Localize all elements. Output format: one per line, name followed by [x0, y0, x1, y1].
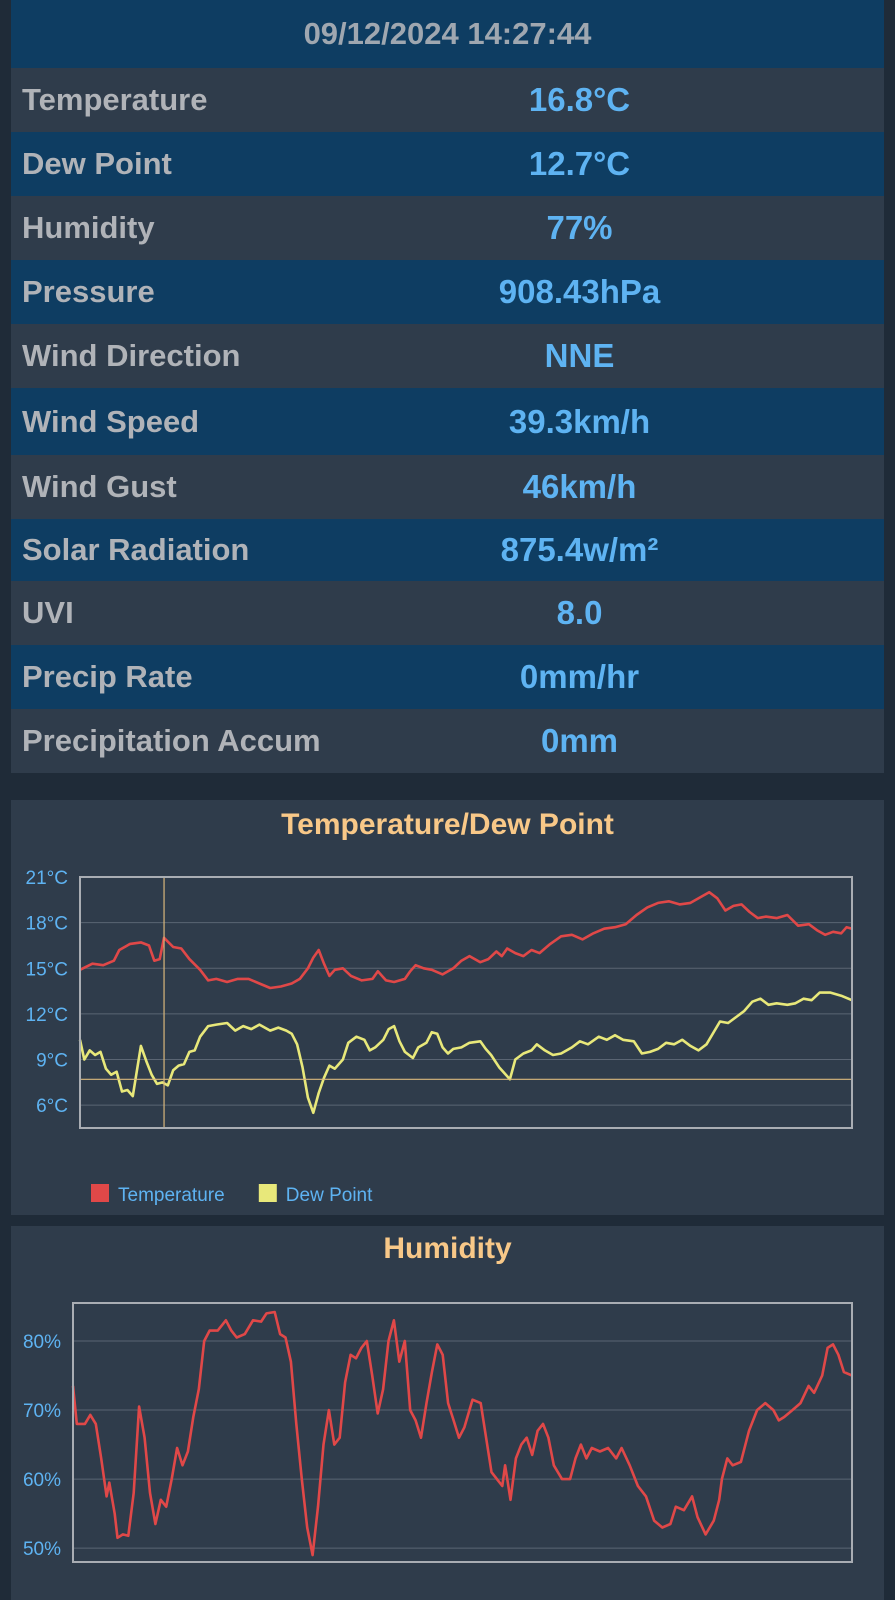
reading-label: Humidity — [22, 210, 155, 245]
reading-row-solar-radiation: Solar Radiation 875.4w/m² — [11, 519, 884, 581]
temperature-dewpoint-chart[interactable]: 2:004:006:008:0010:0012:0014:0021°C18°C1… — [11, 800, 884, 1215]
reading-value: 0mm — [540, 722, 619, 759]
y-tick-label: 15°C — [26, 959, 68, 980]
reading-row-precipitation-accum: Precipitation Accum 0mm — [11, 709, 884, 773]
y-tick-label: 9°C — [36, 1051, 68, 1072]
reading-value: 46km/h — [522, 468, 637, 505]
reading-value: NNE — [544, 337, 615, 374]
reading-row-pressure: Pressure 908.43hPa — [11, 260, 884, 324]
timestamp-header: 09/12/2024 14:27:44 — [11, 0, 884, 68]
reading-row-dew-point: Dew Point 12.7°C — [11, 132, 884, 196]
reading-row-humidity: Humidity 77% — [11, 196, 884, 260]
y-tick-label: 70% — [23, 1401, 61, 1422]
plot-frame — [72, 1302, 853, 1563]
reading-label: Wind Direction — [22, 338, 241, 373]
chart-title: Humidity — [383, 1232, 512, 1265]
y-tick-label: 80% — [23, 1332, 61, 1353]
y-tick-label: 21°C — [26, 868, 68, 889]
reading-value: 16.8°C — [528, 81, 631, 118]
reading-label: Dew Point — [22, 146, 172, 181]
reading-label: Wind Gust — [22, 469, 177, 504]
timestamp: 09/12/2024 14:27:44 — [303, 16, 592, 51]
y-tick-label: 60% — [23, 1470, 61, 1491]
series-line-humidity — [71, 1310, 853, 1557]
y-tick-label: 18°C — [26, 914, 68, 935]
reading-label: Wind Speed — [22, 403, 200, 439]
reading-row-precip-rate: Precip Rate 0mm/hr — [11, 645, 884, 709]
temperature-dewpoint-panel: Temperature/Dew Point 2:004:006:008:0010… — [11, 800, 884, 1215]
legend-swatch — [91, 1184, 109, 1202]
reading-label: Precipitation Accum — [22, 723, 321, 758]
readings-table: 09/12/2024 14:27:44 Temperature 16.8°C D… — [11, 0, 884, 773]
reading-row-wind-direction: Wind Direction NNE — [11, 324, 884, 388]
reading-value: 39.3km/h — [508, 402, 651, 440]
reading-label: UVI — [22, 595, 74, 630]
reading-value: 908.43hPa — [498, 273, 661, 310]
chart-title: Temperature/Dew Point — [281, 808, 614, 841]
reading-row-wind-speed: Wind Speed 39.3km/h — [11, 388, 884, 455]
reading-value: 875.4w/m² — [500, 531, 659, 568]
y-tick-label: 12°C — [26, 1005, 68, 1026]
legend-label: Temperature — [118, 1185, 225, 1206]
humidity-chart[interactable]: 2:004:006:008:0010:0012:0014:0080%70%60%… — [11, 1226, 884, 1600]
humidity-panel: Humidity 2:004:006:008:0010:0012:0014:00… — [11, 1226, 884, 1600]
series-line-temperature — [79, 890, 853, 990]
reading-label: Precip Rate — [22, 659, 193, 694]
reading-value: 12.7°C — [528, 145, 631, 182]
legend-label: Dew Point — [286, 1185, 373, 1206]
plot-frame — [79, 876, 853, 1129]
reading-row-uvi: UVI 8.0 — [11, 581, 884, 645]
y-tick-label: 50% — [23, 1539, 61, 1560]
reading-value: 0mm/hr — [519, 658, 640, 695]
reading-value: 77% — [546, 209, 613, 246]
legend-swatch — [258, 1184, 277, 1202]
reading-row-wind-gust: Wind Gust 46km/h — [11, 455, 884, 519]
series-line-dew-point — [78, 991, 853, 1115]
reading-label: Solar Radiation — [22, 532, 250, 567]
reading-value: 8.0 — [556, 594, 603, 631]
reading-label: Temperature — [22, 82, 208, 117]
reading-row-temperature: Temperature 16.8°C — [11, 68, 884, 132]
reading-label: Pressure — [22, 274, 155, 309]
y-tick-label: 6°C — [36, 1096, 68, 1117]
